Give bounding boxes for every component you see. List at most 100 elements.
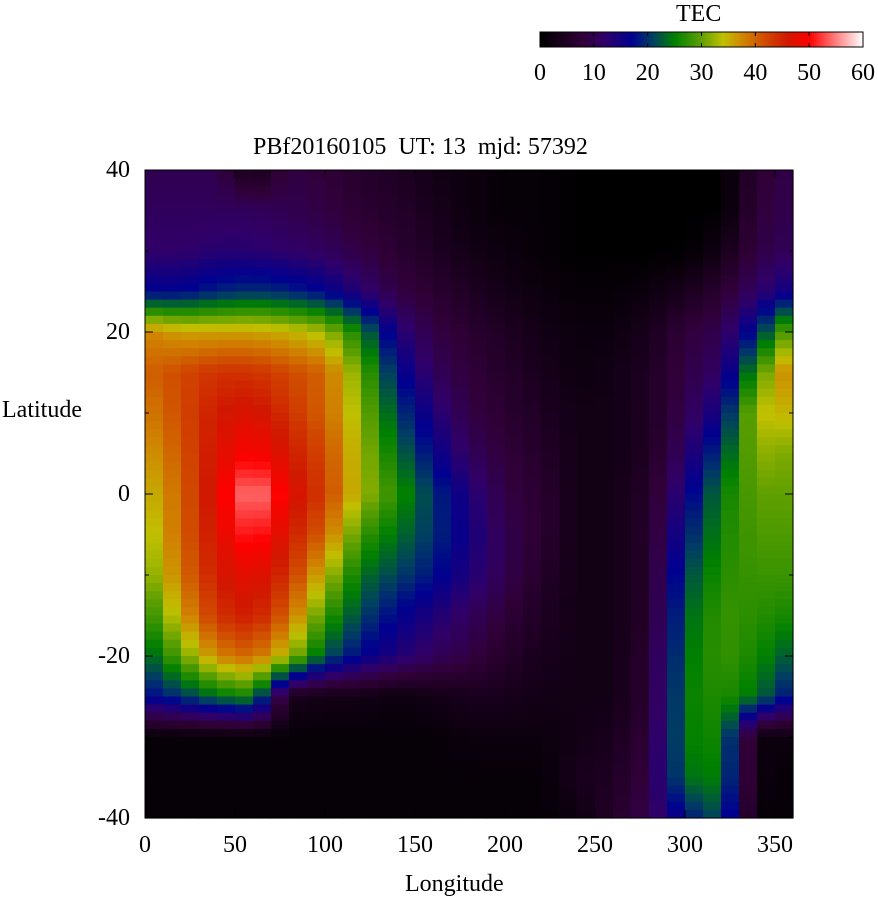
heatmap-cell [289, 728, 308, 738]
heatmap-cell [235, 404, 254, 414]
heatmap-cell [757, 647, 776, 657]
heatmap-cell [433, 639, 452, 649]
heatmap-cell [181, 809, 200, 819]
heatmap-cell [289, 340, 308, 349]
heatmap-cell [163, 251, 182, 260]
heatmap-cell [541, 251, 560, 260]
heatmap-cell [577, 737, 596, 746]
heatmap-cell [487, 656, 506, 665]
heatmap-cell [325, 404, 344, 414]
heatmap-cell [181, 429, 200, 438]
heatmap-cell [379, 623, 398, 633]
heatmap-cell [487, 485, 506, 495]
heatmap-cell [217, 404, 236, 414]
heatmap-cell [361, 194, 380, 203]
heatmap-cell [415, 704, 434, 714]
heatmap-cell [739, 591, 758, 600]
heatmap-cell [415, 656, 434, 665]
heatmap-cell [451, 315, 470, 325]
heatmap-cell [289, 186, 308, 195]
heatmap-cell [289, 485, 308, 495]
heatmap-cell [775, 753, 794, 762]
heatmap-cell [325, 388, 344, 398]
heatmap-cell [433, 769, 452, 779]
heatmap-cell [541, 307, 560, 317]
heatmap-cell [523, 340, 542, 349]
heatmap-cell [199, 364, 218, 374]
heatmap-cell [577, 388, 596, 398]
heatmap-cell [325, 785, 344, 795]
heatmap-cell [397, 469, 416, 479]
heatmap-cell [775, 299, 794, 309]
heatmap-cell [775, 453, 794, 463]
heatmap-cell [703, 445, 722, 455]
heatmap-cell [397, 356, 416, 365]
heatmap-cell [235, 793, 254, 803]
heatmap-cell [271, 469, 290, 479]
heatmap-cell [559, 445, 578, 455]
heatmap-cell [163, 696, 182, 706]
heatmap-cell [181, 728, 200, 738]
heatmap-cell [757, 720, 776, 730]
heatmap-cell [487, 413, 506, 422]
heatmap-cell [163, 396, 182, 406]
heatmap-cell [613, 413, 632, 422]
heatmap-cell [613, 558, 632, 568]
heatmap-cell [523, 364, 542, 374]
heatmap-cell [271, 210, 290, 220]
heatmap-cell [433, 170, 452, 179]
heatmap-cell [307, 801, 326, 811]
heatmap-cell [289, 720, 308, 730]
heatmap-cell [541, 242, 560, 252]
heatmap-cell [469, 769, 488, 779]
heatmap-cell [415, 728, 434, 738]
heatmap-cell [523, 251, 542, 260]
heatmap-cell [307, 356, 326, 365]
heatmap-cell [739, 259, 758, 268]
heatmap-cell [307, 404, 326, 414]
heatmap-cell [451, 599, 470, 608]
heatmap-cell [685, 623, 704, 633]
heatmap-cell [559, 340, 578, 349]
heatmap-cell [559, 599, 578, 608]
heatmap-cell [613, 210, 632, 220]
heatmap-cell [649, 267, 668, 276]
heatmap-cell [685, 704, 704, 714]
heatmap-cell [757, 494, 776, 503]
heatmap-cell [721, 380, 740, 390]
heatmap-cell [289, 745, 308, 754]
heatmap-cell [397, 623, 416, 633]
heatmap-cell [667, 332, 686, 341]
heatmap-cell [595, 680, 614, 689]
heatmap-cell [703, 283, 722, 293]
heatmap-cell [559, 461, 578, 471]
heatmap-cell [181, 558, 200, 568]
heatmap-cell [487, 234, 506, 244]
heatmap-cell [145, 761, 164, 770]
heatmap-cell [667, 437, 686, 446]
heatmap-cell [415, 494, 434, 503]
heatmap-cell [667, 728, 686, 738]
heatmap-cell [397, 170, 416, 179]
heatmap-cell [235, 364, 254, 374]
heatmap-cell [469, 745, 488, 754]
heatmap-cell [271, 550, 290, 560]
heatmap-cell [505, 639, 524, 649]
heatmap-cell [721, 777, 740, 787]
heatmap-cell [235, 380, 254, 390]
heatmap-cell [343, 348, 362, 357]
heatmap-cell [415, 809, 434, 819]
heatmap-cell [451, 647, 470, 657]
heatmap-cell [523, 688, 542, 698]
heatmap-cell [631, 210, 650, 220]
heatmap-cell [469, 801, 488, 811]
heatmap-cell [235, 283, 254, 293]
heatmap-cell [685, 251, 704, 260]
heatmap-cell [271, 672, 290, 681]
heatmap-cell [649, 259, 668, 268]
heatmap-cell [361, 631, 380, 641]
heatmap-cell [595, 259, 614, 268]
heatmap-cell [523, 696, 542, 706]
heatmap-cell [595, 623, 614, 633]
heatmap-cell [757, 785, 776, 795]
